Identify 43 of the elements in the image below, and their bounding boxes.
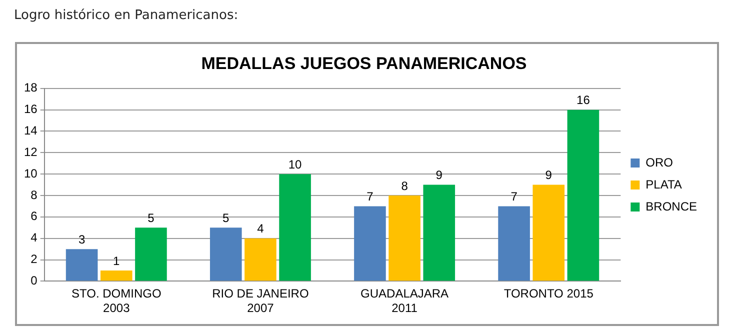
y-tick-label: 2: [30, 252, 38, 266]
data-label: 5: [222, 210, 230, 225]
y-tick-label: 4: [30, 230, 38, 245]
data-label: 1: [113, 254, 120, 268]
bar: [279, 174, 311, 281]
legend-label: PLATA: [646, 177, 682, 192]
legend-label: BRONCE: [646, 199, 698, 214]
bar: [388, 196, 420, 281]
y-tick-label: 12: [24, 144, 38, 159]
data-label: 7: [366, 190, 374, 204]
bar: [354, 206, 386, 281]
bar: [100, 270, 132, 281]
data-label: 8: [401, 178, 408, 193]
x-tick-label: RIO DE JANEIRO 2007: [212, 286, 309, 316]
data-label: 9: [545, 168, 552, 182]
bar: [135, 228, 167, 281]
bar: [244, 238, 276, 281]
chart-title: MEDALLAS JUEGOS PANAMERICANOS: [201, 54, 527, 73]
y-tick-label: 18: [24, 80, 38, 95]
bar: [567, 110, 600, 281]
x-tick-label: GUADALAJARA 2011: [360, 286, 449, 316]
bar: [498, 206, 530, 281]
y-tick-label: 16: [24, 102, 38, 116]
y-tick-label: 6: [30, 209, 38, 224]
data-label: 3: [78, 232, 86, 246]
data-label: 5: [148, 210, 155, 225]
bar: [423, 184, 456, 281]
y-tick-label: 10: [24, 166, 38, 180]
bar: [66, 249, 98, 281]
y-tick-label: 14: [24, 124, 38, 138]
data-label: 4: [257, 222, 264, 236]
data-label: 9: [436, 168, 443, 182]
data-label: 7: [510, 190, 518, 204]
y-tick-label: 8: [30, 188, 38, 202]
y-tick-label: 0: [30, 274, 38, 288]
legend-label: ORO: [646, 155, 674, 170]
bar: [532, 184, 565, 281]
x-tick-label: STO. DOMINGO 2003: [71, 286, 162, 316]
x-tick-label: TORONTO 2015: [504, 286, 594, 301]
text: Logro histórico en Panamericanos:: [14, 8, 238, 23]
data-label: 16: [576, 93, 590, 108]
data-label: 10: [288, 157, 302, 172]
bar: [210, 228, 242, 281]
